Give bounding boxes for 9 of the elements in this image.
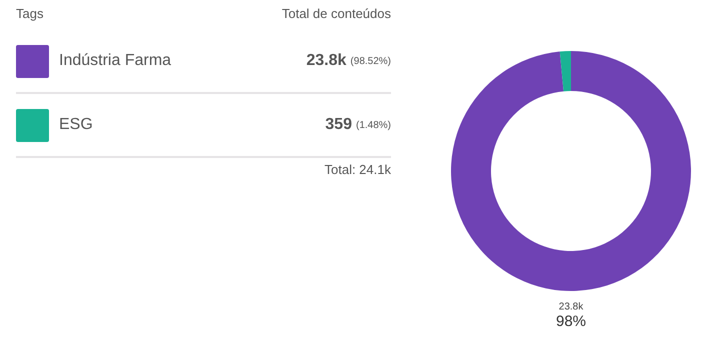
text: Total de conteúdos [282,6,391,23]
legend-label: ESG [59,116,94,134]
legend-title: Tags [16,6,44,23]
data-label: 23.8k (98.52%) [306,52,391,70]
legend-label: Indústria Farma [59,52,172,70]
text: Total: 24.1k [324,162,391,177]
data-label: 359 (1.48%) [325,116,391,134]
text: 98% [556,313,586,330]
text: 23.8k [558,302,584,312]
